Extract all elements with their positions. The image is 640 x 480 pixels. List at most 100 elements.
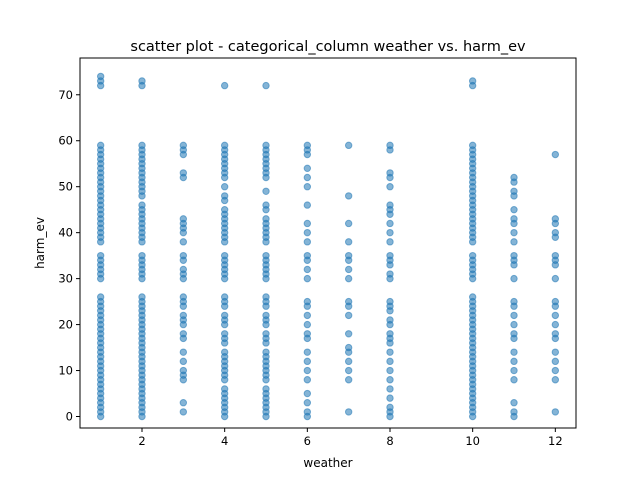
scatter-point — [510, 274, 518, 283]
scatter-point — [344, 265, 353, 274]
scatter-point — [551, 408, 560, 416]
scatter-point — [262, 348, 270, 356]
x-tick-label: 6 — [304, 434, 311, 448]
x-axis-ticks: 2 4 6 8 10 12 — [138, 428, 563, 448]
x-axis-label: weather — [303, 456, 352, 470]
scatter-point — [179, 330, 188, 338]
scatter-point — [262, 385, 270, 393]
scatter-point — [220, 330, 229, 338]
scatter-point — [510, 228, 518, 237]
scatter-point — [179, 251, 188, 260]
scatter-point — [510, 215, 518, 223]
scatter-point — [344, 219, 353, 228]
scatter-point — [386, 169, 394, 177]
scatter-point — [510, 376, 518, 384]
scatter-point — [96, 141, 105, 150]
scatter-point — [510, 320, 518, 329]
scatter-point — [510, 297, 518, 306]
y-axis-label: harm_ev — [33, 217, 47, 269]
scatter-point — [96, 293, 105, 301]
y-axis-ticks: 0 10 20 30 40 50 60 70 — [58, 88, 80, 424]
scatter-point — [344, 192, 353, 200]
scatter-point — [179, 169, 188, 177]
scatter-point — [386, 366, 394, 375]
scatter-point — [303, 141, 312, 150]
scatter-point — [551, 274, 560, 283]
y-tick-label: 10 — [58, 364, 73, 378]
scatter-point — [344, 141, 353, 150]
scatter-point — [179, 399, 188, 407]
scatter-point — [179, 348, 188, 356]
scatter-point — [344, 357, 353, 366]
scatter-point — [344, 343, 353, 352]
scatter-point — [220, 348, 229, 356]
scatter-point — [303, 297, 312, 306]
scatter-point — [386, 228, 394, 237]
scatter-point — [551, 228, 560, 237]
scatter-point — [138, 293, 146, 301]
x-tick-label: 10 — [465, 434, 480, 448]
scatter-point — [468, 141, 477, 150]
scatter-point — [303, 399, 312, 407]
scatter-point — [386, 394, 394, 402]
scatter-point — [551, 366, 560, 375]
scatter-point — [220, 81, 229, 90]
scatter-point — [386, 219, 394, 228]
scatter-point — [303, 173, 312, 182]
scatter-point — [344, 274, 353, 283]
scatter-point — [344, 297, 353, 306]
scatter-point — [386, 183, 394, 191]
scatter-point — [510, 330, 518, 338]
scatter-point — [551, 215, 560, 223]
scatter-point — [386, 385, 394, 393]
y-tick-label: 60 — [58, 134, 73, 148]
x-tick-label: 12 — [548, 434, 563, 448]
scatter-point — [262, 187, 270, 195]
scatter-point — [96, 251, 105, 260]
scatter-point — [468, 77, 477, 85]
scatter-point — [386, 376, 394, 384]
scatter-point — [386, 297, 394, 306]
scatter-point — [386, 201, 394, 209]
scatter-point — [262, 81, 270, 90]
scatter-point — [179, 408, 188, 416]
y-tick-label: 50 — [58, 180, 73, 194]
scatter-point — [510, 205, 518, 214]
scatter-point — [138, 141, 146, 150]
scatter-point — [510, 408, 518, 416]
scatter-point — [303, 357, 312, 366]
scatter-point — [303, 389, 312, 398]
scatter-point — [386, 403, 394, 412]
scatter-point — [386, 270, 394, 278]
scatter-point — [510, 311, 518, 320]
scatter-point — [303, 251, 312, 260]
scatter-point — [303, 311, 312, 320]
scatter-point — [344, 238, 353, 246]
scatter-point — [262, 330, 270, 338]
y-tick-label: 40 — [58, 226, 73, 240]
scatter-point — [179, 141, 188, 150]
scatter-point — [220, 251, 229, 260]
scatter-point — [262, 141, 270, 150]
scatter-point — [303, 376, 312, 384]
scatter-point — [303, 320, 312, 329]
scatter-point — [262, 293, 270, 301]
scatter-point — [179, 311, 188, 320]
scatter-point — [510, 251, 518, 260]
scatter-point — [303, 164, 312, 173]
scatter-point — [344, 330, 353, 338]
scatter-point — [303, 265, 312, 274]
scatter-point — [344, 311, 353, 320]
chart-title: scatter plot - categorical_column weathe… — [130, 39, 526, 55]
scatter-point — [303, 183, 312, 191]
scatter-point — [262, 251, 270, 260]
scatter-point — [179, 215, 188, 223]
x-tick-label: 8 — [386, 434, 393, 448]
x-tick-label: 2 — [138, 434, 145, 448]
scatter-point — [303, 408, 312, 416]
scatter-point — [303, 274, 312, 283]
plot-frame — [79, 57, 577, 429]
scatter-point — [551, 150, 560, 159]
scatter-point — [344, 376, 353, 384]
